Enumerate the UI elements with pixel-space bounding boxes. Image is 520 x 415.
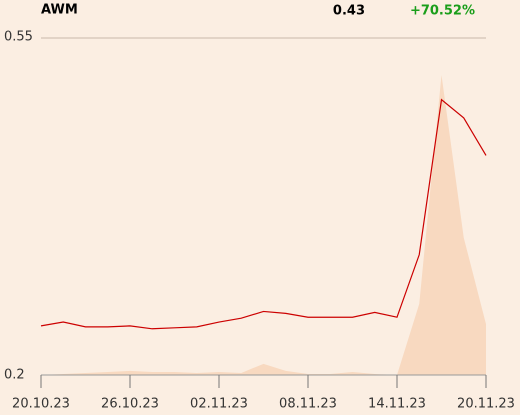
volume-area — [41, 75, 486, 375]
x-tick-label: 20.11.23 — [457, 397, 515, 412]
x-tick-label: 14.11.23 — [368, 397, 426, 412]
x-tick-label: 20.10.23 — [12, 397, 70, 412]
y-tick-label: 0.2 — [4, 368, 25, 383]
last-price: 0.43 — [333, 4, 365, 19]
y-tick-label: 0.55 — [4, 30, 33, 45]
x-tick-label: 02.11.23 — [190, 397, 248, 412]
price-line — [40, 98, 487, 330]
x-tick-label: 08.11.23 — [279, 397, 337, 412]
x-tick-label: 26.10.23 — [101, 397, 159, 412]
chart-title: AWM — [41, 3, 78, 18]
price-change: +70.52% — [410, 4, 475, 19]
